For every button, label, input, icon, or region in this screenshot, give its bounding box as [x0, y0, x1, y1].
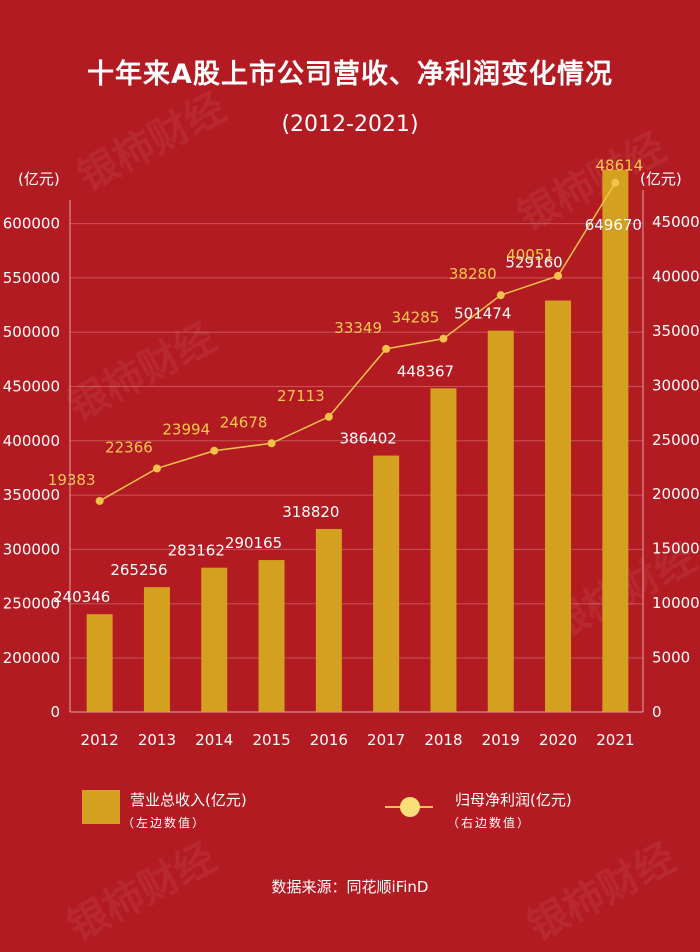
- right-tick-label: 10000: [652, 594, 700, 612]
- legend-revenue-swatch: [82, 790, 120, 824]
- revenue-data-label: 501474: [454, 305, 511, 323]
- profit-data-label: 27113: [277, 387, 325, 405]
- revenue-bar: [602, 169, 629, 712]
- x-tick-label: 2017: [367, 731, 405, 749]
- revenue-bar: [86, 614, 113, 712]
- right-tick-label: 35000: [652, 322, 700, 340]
- right-tick-label: 45000: [652, 213, 700, 231]
- left-tick-label: 250000: [3, 595, 60, 613]
- revenue-data-label: 448367: [397, 362, 454, 380]
- revenue-bar: [373, 455, 400, 712]
- x-tick-label: 2019: [482, 731, 520, 749]
- revenue-bar: [315, 528, 342, 712]
- left-tick-label: 500000: [3, 323, 60, 341]
- left-tick-label: 200000: [3, 649, 60, 667]
- right-tick-label: 5000: [652, 649, 690, 667]
- x-tick-label: 2015: [252, 731, 290, 749]
- x-tick-label: 2014: [195, 731, 233, 749]
- profit-data-label: 48614: [595, 157, 643, 175]
- revenue-data-label: 240346: [53, 588, 110, 606]
- profit-data-label: 19383: [48, 471, 96, 489]
- profit-point: [554, 271, 563, 280]
- revenue-bar: [143, 587, 170, 712]
- x-tick-label: 2013: [138, 731, 176, 749]
- profit-point: [439, 334, 448, 343]
- right-tick-label: 25000: [652, 431, 700, 449]
- profit-data-label: 38280: [449, 265, 497, 283]
- profit-data-label: 40051: [506, 246, 554, 264]
- legend-profit-marker: [400, 797, 420, 817]
- profit-point: [611, 178, 620, 187]
- right-tick-label: 40000: [652, 267, 700, 285]
- x-tick-label: 2021: [596, 731, 634, 749]
- profit-data-label: 33349: [334, 319, 382, 337]
- revenue-bar: [487, 330, 514, 712]
- profit-point: [267, 439, 276, 448]
- revenue-data-label: 283162: [168, 542, 225, 560]
- revenue-data-label: 318820: [282, 503, 339, 521]
- legend-revenue-sub: （左边数值）: [122, 816, 207, 830]
- right-tick-label: 20000: [652, 485, 700, 503]
- revenue-data-label: 386402: [340, 430, 397, 448]
- revenue-data-label: 649670: [585, 216, 642, 234]
- right-tick-label: 30000: [652, 376, 700, 394]
- revenue-bar: [201, 567, 228, 712]
- revenue-bar: [545, 300, 572, 712]
- left-tick-label: 0: [50, 703, 60, 721]
- revenue-bar: [258, 560, 285, 712]
- right-axis-unit: (亿元): [640, 170, 682, 188]
- x-tick-label: 2020: [539, 731, 577, 749]
- chart-subtitle: (2012-2021): [281, 112, 419, 137]
- chart-title: 十年来A股上市公司营收、净利润变化情况: [87, 59, 613, 90]
- profit-data-label: 24678: [220, 413, 268, 431]
- legend-profit-sub: （右边数值）: [447, 816, 532, 830]
- profit-point: [496, 291, 505, 300]
- right-tick-label: 15000: [652, 540, 700, 558]
- profit-line: [99, 182, 616, 502]
- profit-data-label: 23994: [162, 421, 210, 439]
- revenue-data-label: 290165: [225, 534, 282, 552]
- profit-data-label: 22366: [105, 438, 153, 456]
- revenue-data-label: 529160: [505, 254, 562, 272]
- profit-point: [382, 344, 391, 353]
- profit-point: [95, 496, 104, 505]
- left-tick-label: 300000: [3, 540, 60, 558]
- x-tick-label: 2016: [310, 731, 348, 749]
- data-source: 数据来源：同花顺iFinD: [271, 878, 429, 896]
- left-tick-label: 350000: [3, 486, 60, 504]
- profit-point: [152, 464, 161, 473]
- x-tick-label: 2018: [424, 731, 462, 749]
- left-tick-label: 400000: [3, 432, 60, 450]
- legend-revenue-label: 营业总收入(亿元): [130, 791, 247, 809]
- x-tick-label: 2012: [81, 731, 119, 749]
- left-axis-unit: (亿元): [18, 170, 60, 188]
- revenue-data-label: 265256: [110, 561, 167, 579]
- profit-data-label: 34285: [392, 309, 440, 327]
- legend-profit-label: 归母净利润(亿元): [455, 791, 572, 809]
- left-tick-label: 600000: [3, 215, 60, 233]
- left-tick-label: 550000: [3, 269, 60, 287]
- left-tick-label: 450000: [3, 378, 60, 396]
- profit-point: [324, 412, 333, 421]
- revenue-bar: [430, 388, 457, 712]
- right-tick-label: 0: [652, 703, 662, 721]
- profit-point: [210, 446, 219, 455]
